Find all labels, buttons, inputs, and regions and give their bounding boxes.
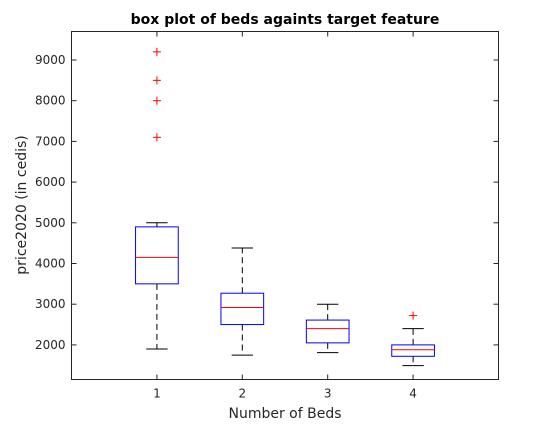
outlier-marker-cat-1-3 (152, 47, 161, 56)
x-tick-label: 2 (238, 387, 246, 401)
y-tick-label: 2000 (35, 338, 66, 352)
x-tick-label: 1 (153, 387, 161, 401)
x-axis-label: Number of Beds (228, 406, 341, 422)
outlier-marker-cat-1-2 (152, 76, 161, 85)
y-tick-label: 3000 (35, 297, 66, 311)
box-cat-2 (220, 292, 265, 326)
y-tick-label: 6000 (35, 175, 66, 189)
y-tick-label: 5000 (35, 216, 66, 230)
outlier-marker-cat-4-0 (409, 311, 418, 320)
y-axis-label: price2020 (in cedis) (14, 135, 30, 274)
box-cat-4 (391, 344, 435, 357)
y-tick-label: 8000 (35, 94, 66, 108)
y-tick-label: 9000 (35, 53, 66, 67)
x-tick-label: 4 (409, 387, 417, 401)
box-cat-1 (135, 226, 179, 285)
outlier-marker-cat-1-1 (152, 96, 161, 105)
y-tick-label: 4000 (35, 257, 66, 271)
x-tick-label: 3 (324, 387, 332, 401)
chart-title: box plot of beds againts target feature (131, 12, 440, 28)
plot-area-frame (71, 31, 499, 380)
y-tick-label: 7000 (35, 134, 66, 148)
outlier-marker-cat-1-0 (152, 133, 161, 142)
box-cat-3 (305, 319, 350, 344)
